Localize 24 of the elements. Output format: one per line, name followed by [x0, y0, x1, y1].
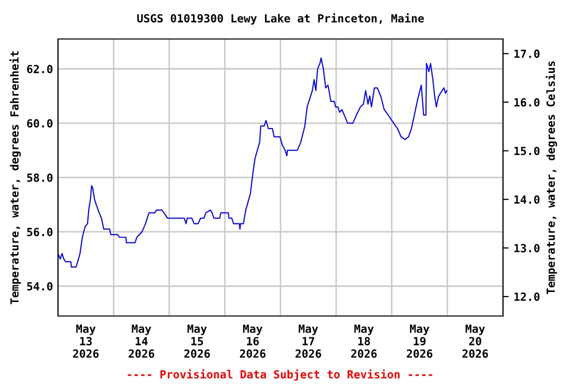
y2-tick-label: 16.0: [514, 98, 540, 107]
y2-tick-label: 12.0: [514, 292, 540, 301]
y2-axis-title: Temperature, water, degrees Celsius: [546, 61, 558, 294]
y2-tick-label: 13.0: [514, 244, 540, 252]
y2-tick-label: 14.0: [514, 195, 540, 204]
chart-title: USGS 01019300 Lewy Lake at Princeton, Maine: [137, 13, 424, 25]
x-tick-label: May 14 2026: [128, 324, 154, 358]
x-tick-label: May 15 2026: [184, 324, 210, 358]
text: ---- Provisional Data Subject to Revision ----: [128, 369, 432, 381]
x-tick-label: May 18 2026: [351, 324, 377, 358]
y-tick-label: 62.0: [27, 64, 52, 74]
y2-tick-label: 15.0: [514, 146, 540, 156]
y-tick-label: 54.0: [27, 282, 52, 291]
x-tick-label: May 19 2026: [406, 324, 432, 358]
x-tick-label: May 17 2026: [296, 324, 322, 358]
x-tick-label: May 13 2026: [73, 324, 99, 358]
x-tick-label: May 20 2026: [462, 324, 488, 358]
line-series: [58, 57, 448, 268]
y-tick-label: 58.0: [27, 173, 52, 182]
y2-tick-label: 17.0: [514, 50, 540, 58]
x-tick-label: May 16 2026: [240, 324, 266, 358]
y-tick-label: 56.0: [27, 228, 52, 236]
y-axis-title: Temperature, water, degrees Fahrenheit: [9, 51, 21, 304]
y-tick-label: 60.0: [27, 119, 52, 128]
